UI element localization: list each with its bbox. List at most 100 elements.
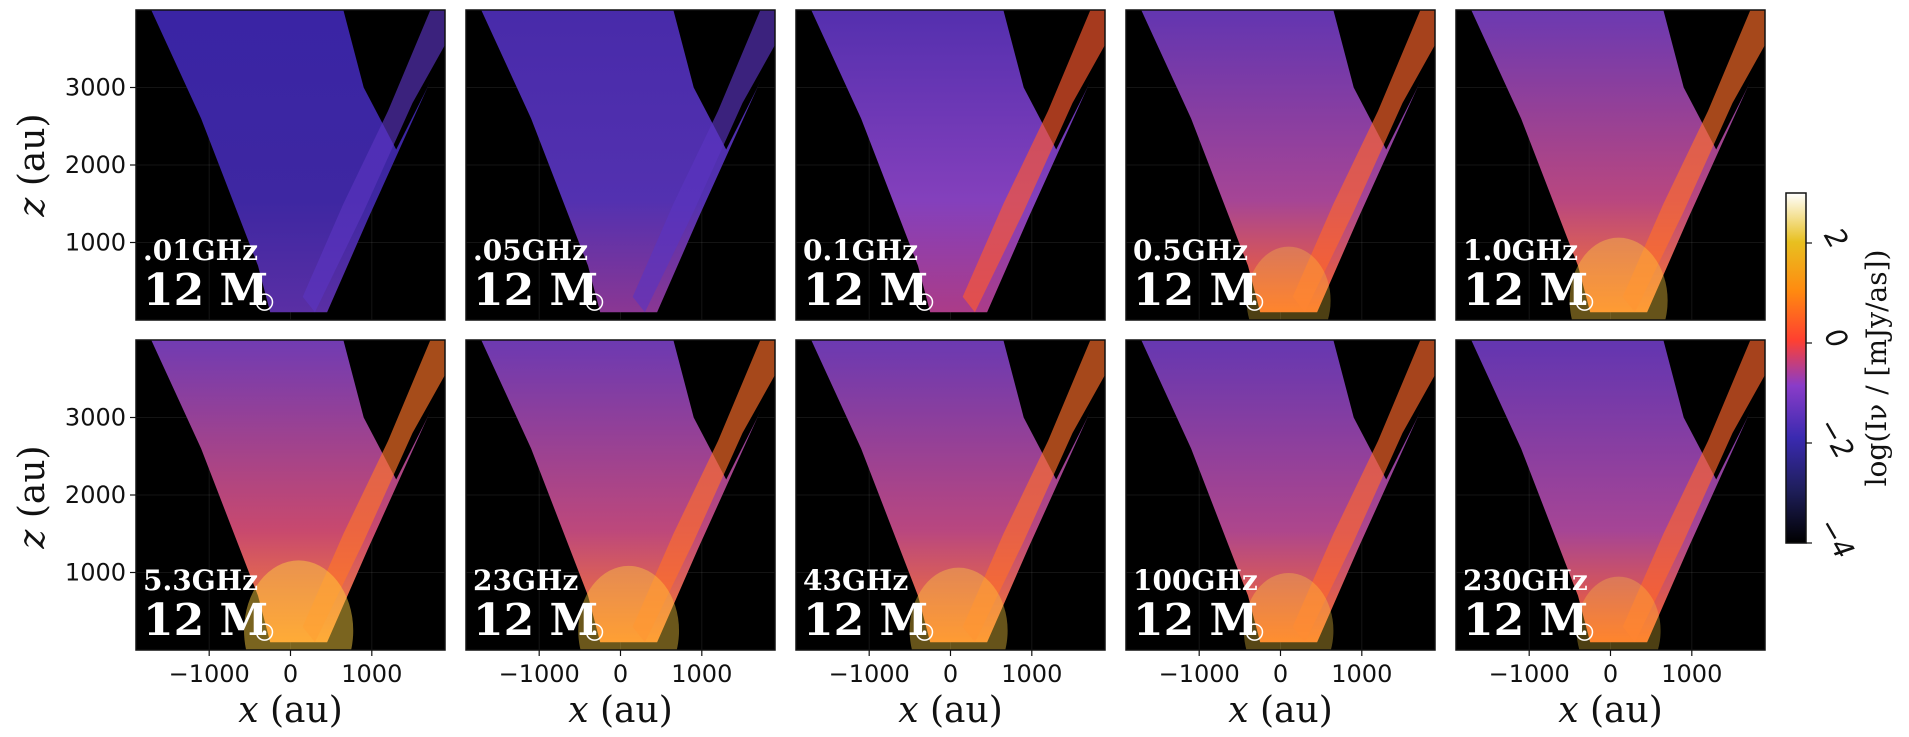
- colorbar-tick-label: −2: [1812, 412, 1861, 464]
- frequency-label: .01GHz: [143, 234, 258, 267]
- panel-frame: [1455, 9, 1766, 321]
- star-dot: [922, 300, 927, 304]
- xlabel: x (au): [568, 690, 673, 731]
- star-symbol: [585, 293, 604, 311]
- outflow-wall: [1622, 10, 1765, 313]
- outflow-wall: [1292, 340, 1435, 643]
- colorbar-tick-label: −4: [1812, 512, 1861, 564]
- ytick-label: 1000: [65, 559, 126, 587]
- star-dot: [1582, 300, 1587, 304]
- ytick-label: 1000: [65, 229, 126, 257]
- star-dot: [262, 300, 267, 304]
- frequency-label: 0.1GHz: [803, 234, 918, 267]
- ytick-label: 2000: [65, 151, 126, 179]
- colorbar: −4 −2 0 2 log(Iν / [mJy/as]): [1785, 192, 1893, 564]
- ytick-label: 3000: [65, 404, 126, 432]
- ylabel-bottom: z (au): [12, 445, 53, 549]
- star-symbol: [915, 623, 934, 641]
- star-dot: [1252, 300, 1257, 304]
- colorbar-ticks: −4 −2 0 2: [1806, 222, 1861, 564]
- xtick-label: 1000: [1001, 660, 1062, 688]
- frequency-label: 0.5GHz: [1133, 234, 1248, 267]
- outflow-wall: [632, 10, 775, 313]
- model-label: 12 M: [1463, 265, 1588, 316]
- base-glow: [1576, 576, 1661, 650]
- panel-frame: [465, 9, 776, 321]
- model-label: 12 M: [473, 595, 598, 646]
- colorbar-tick-label: 0: [1817, 322, 1854, 354]
- star-symbol: [1245, 293, 1264, 311]
- frequency-label: 100GHz: [1133, 564, 1258, 597]
- star-dot: [592, 630, 597, 634]
- xtick-label: 0: [943, 660, 958, 688]
- star-symbol: [585, 623, 604, 641]
- star-symbol: [1245, 623, 1264, 641]
- outflow-wall: [1622, 340, 1765, 643]
- xtick-label: −1000: [499, 660, 580, 688]
- frequency-label: .05GHz: [473, 234, 588, 267]
- colorbar-label: log(Iν / [mJy/as]): [1860, 250, 1893, 487]
- colorbar-bar: [1785, 192, 1807, 544]
- xtick-label: −1000: [1489, 660, 1570, 688]
- xtick-label: −1000: [829, 660, 910, 688]
- outflow-wall: [962, 10, 1105, 313]
- xlabel: x (au): [238, 690, 343, 731]
- model-label: 12 M: [1463, 595, 1588, 646]
- star-symbol: [1575, 623, 1594, 641]
- outflow-wall: [962, 340, 1105, 643]
- model-label: 12 M: [473, 265, 598, 316]
- xtick-label: 0: [283, 660, 298, 688]
- base-glow: [1246, 246, 1331, 320]
- base-glow: [1569, 237, 1668, 320]
- xtick-label: 1000: [1661, 660, 1722, 688]
- star-dot: [922, 630, 927, 634]
- outflow-wall: [632, 340, 775, 643]
- star-symbol: [915, 293, 934, 311]
- model-label: 12 M: [803, 265, 928, 316]
- xtick-label: 1000: [341, 660, 402, 688]
- ytick-label: 3000: [65, 74, 126, 102]
- base-glow: [1243, 573, 1334, 650]
- xlabel: x (au): [1228, 690, 1333, 731]
- xtick-label: 0: [1603, 660, 1618, 688]
- star-symbol: [1575, 293, 1594, 311]
- xtick-label: 1000: [1331, 660, 1392, 688]
- xlabel: x (au): [1558, 690, 1663, 731]
- star-dot: [1252, 630, 1257, 634]
- ylabel-top: z (au): [12, 113, 53, 217]
- base-glow: [909, 567, 1008, 650]
- star-dot: [592, 300, 597, 304]
- panel-frame: [795, 9, 1106, 321]
- star-symbol: [255, 293, 274, 311]
- xtick-label: 1000: [671, 660, 732, 688]
- star-dot: [1582, 630, 1587, 634]
- xtick-label: 0: [1273, 660, 1288, 688]
- xtick-label: −1000: [1159, 660, 1240, 688]
- base-glow: [578, 565, 680, 650]
- xtick-label: 0: [613, 660, 628, 688]
- outflow-wall: [302, 340, 445, 643]
- panel-frame: [1125, 9, 1436, 321]
- frequency-label: 23GHz: [473, 564, 578, 597]
- model-label: 12 M: [1133, 265, 1258, 316]
- ytick-label: 2000: [65, 481, 126, 509]
- colorbar-tick-label: 2: [1817, 222, 1854, 254]
- model-label: 12 M: [1133, 595, 1258, 646]
- frequency-label: 230GHz: [1463, 564, 1588, 597]
- star-dot: [262, 630, 267, 634]
- frequency-label: 1.0GHz: [1463, 234, 1578, 267]
- star-symbol: [255, 623, 274, 641]
- frequency-label: 43GHz: [803, 564, 908, 597]
- model-label: 12 M: [803, 595, 928, 646]
